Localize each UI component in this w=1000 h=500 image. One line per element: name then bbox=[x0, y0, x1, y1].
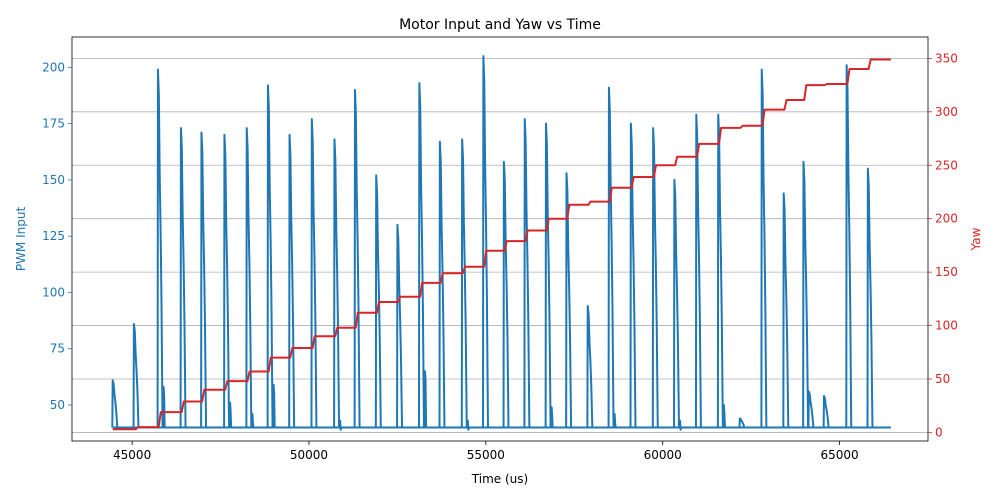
y-left-tick-label: 150 bbox=[42, 173, 65, 187]
pwm-pulse bbox=[288, 133, 296, 428]
y-right-tick-label: 350 bbox=[935, 51, 958, 65]
plot-frame bbox=[71, 36, 929, 442]
y-right-tick-label: 50 bbox=[935, 372, 950, 386]
grid-layer bbox=[72, 57, 928, 433]
pwm-pulse bbox=[223, 133, 233, 429]
pwm-pulse bbox=[866, 167, 874, 428]
pwm-pulse bbox=[245, 127, 255, 429]
pwm-pulse bbox=[111, 379, 119, 428]
pwm-pulse bbox=[523, 118, 531, 428]
pwm-pulse bbox=[418, 82, 428, 429]
y-left-tick-label: 175 bbox=[42, 117, 65, 131]
pwm-pulse bbox=[629, 122, 637, 428]
pwm-pulse bbox=[200, 131, 208, 428]
chart-title: Motor Input and Yaw vs Time bbox=[399, 17, 601, 33]
y-left-tick-label: 100 bbox=[42, 285, 65, 299]
y-right-tick-label: 300 bbox=[935, 105, 958, 119]
pwm-pulse bbox=[802, 160, 810, 428]
pwm-pulse bbox=[396, 223, 404, 428]
x-axis-title: Time (us) bbox=[471, 472, 528, 486]
pwm-pulse bbox=[586, 304, 594, 428]
y-axis-right: 0 50 100 150 200 250 300 350 bbox=[928, 51, 958, 439]
y-left-tick-label: 50 bbox=[50, 398, 65, 412]
y-axis-right-title: Yaw bbox=[969, 227, 983, 251]
pwm-pulse bbox=[716, 113, 726, 429]
x-tick-label: 65000 bbox=[820, 448, 858, 462]
pwm-pulse bbox=[544, 122, 554, 429]
pwm-pulse bbox=[266, 84, 276, 429]
pwm-pulse bbox=[822, 394, 830, 428]
pwm-pulse bbox=[673, 178, 683, 431]
pwm-pulse bbox=[807, 390, 815, 428]
pwm-pulse bbox=[694, 113, 702, 428]
pwm-pulse bbox=[333, 138, 343, 431]
x-tick-label: 55000 bbox=[467, 448, 505, 462]
pwm-pulse bbox=[438, 140, 446, 428]
pwm-pulse bbox=[132, 322, 140, 428]
pwm-pulse bbox=[482, 55, 489, 428]
pwm-pulse bbox=[374, 174, 382, 428]
y-left-tick-label: 125 bbox=[42, 229, 65, 243]
pwm-pulse bbox=[760, 68, 768, 428]
pwm-pulse bbox=[565, 172, 573, 428]
yaw-line bbox=[112, 58, 891, 431]
y-right-tick-label: 150 bbox=[935, 265, 958, 279]
pwm-pulse bbox=[156, 68, 166, 429]
y-right-tick-label: 200 bbox=[935, 212, 958, 226]
pwm-pulse bbox=[607, 86, 617, 429]
pwm-pulse bbox=[845, 64, 853, 428]
pwm-pulse bbox=[310, 118, 318, 428]
x-axis: 45000 50000 55000 60000 65000 bbox=[113, 441, 859, 462]
pwm-series-layer bbox=[111, 55, 891, 431]
x-tick-label: 45000 bbox=[113, 448, 151, 462]
yaw-series-layer bbox=[112, 58, 891, 431]
y-left-tick-label: 75 bbox=[50, 342, 65, 356]
y-axis-left-title: PWM Input bbox=[14, 207, 28, 272]
pwm-pulse bbox=[353, 88, 361, 428]
x-tick-label: 50000 bbox=[290, 448, 328, 462]
y-right-tick-label: 250 bbox=[935, 158, 958, 172]
y-right-tick-label: 0 bbox=[935, 425, 943, 439]
pwm-pulse bbox=[460, 138, 470, 431]
pwm-pulse bbox=[738, 417, 746, 428]
pwm-pulse bbox=[651, 127, 659, 428]
pwm-pulse bbox=[782, 192, 790, 428]
pwm-pulse bbox=[179, 127, 187, 428]
y-axis-left: 50 75 100 125 150 175 200 bbox=[42, 60, 72, 412]
x-tick-label: 60000 bbox=[644, 448, 682, 462]
y-right-tick-label: 100 bbox=[935, 319, 958, 333]
y-left-tick-label: 200 bbox=[42, 60, 65, 74]
